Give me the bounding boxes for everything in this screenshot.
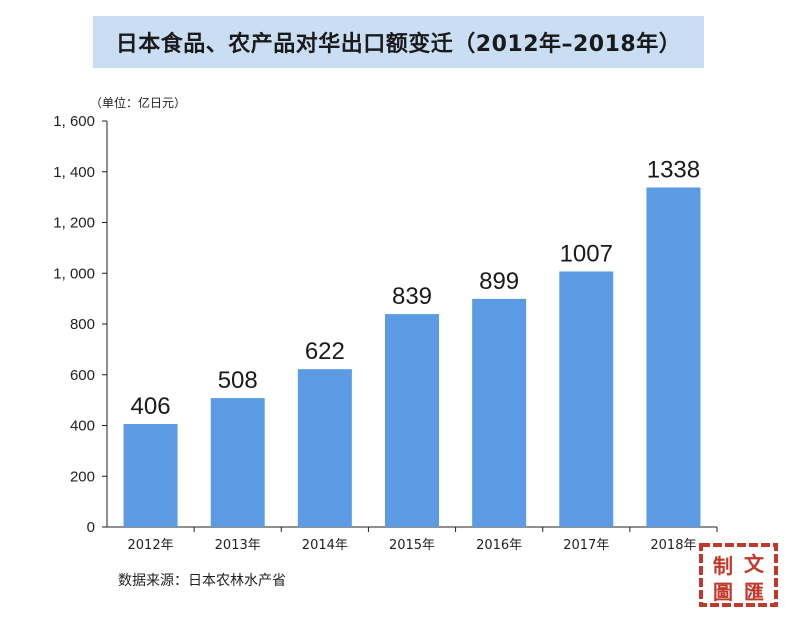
stamp-char: 文 (744, 552, 765, 576)
bar (297, 369, 352, 527)
bar (123, 423, 178, 527)
bar-value-label: 1007 (560, 240, 613, 267)
x-tick-label: 2018年 (650, 538, 696, 553)
stamp-char: 圖 (713, 580, 733, 604)
bar-value-label: 1338 (647, 156, 700, 183)
x-tick-label: 2017年 (563, 538, 609, 553)
bar-value-label: 622 (305, 338, 345, 365)
bar (646, 187, 701, 528)
y-tick-label: 200 (70, 468, 95, 485)
bar-value-label: 406 (131, 393, 171, 420)
x-tick-label: 2013年 (215, 538, 261, 553)
bar-value-label: 508 (218, 367, 258, 394)
unit-label: （单位：亿日元） (90, 96, 187, 110)
y-tick-label: 0 (87, 519, 95, 536)
y-tick-label: 800 (70, 316, 95, 333)
source-note: 数据来源：日本农林水产省 (118, 573, 286, 589)
y-tick-label: 1, 200 (53, 215, 95, 232)
stamp-char: 制 (713, 554, 733, 578)
stamp-seal: 制 文 圖 匯 (699, 543, 778, 607)
bar-value-label: 839 (392, 283, 432, 310)
y-tick-label: 600 (70, 367, 95, 384)
stamp-char: 匯 (744, 580, 764, 604)
y-tick-label: 1, 600 (53, 113, 95, 130)
bar (472, 298, 527, 527)
chart-title: 日本食品、农产品对华出口额变迁（2012年–2018年） (115, 32, 682, 57)
y-tick-label: 1, 400 (53, 164, 95, 181)
x-tick-label: 2016年 (476, 538, 522, 553)
title-band: 日本食品、农产品对华出口额变迁（2012年–2018年） (93, 16, 704, 68)
x-tick-label: 2012年 (128, 538, 174, 553)
x-tick-label: 2015年 (389, 538, 435, 553)
x-tick-label: 2014年 (302, 538, 348, 553)
y-tick-label: 400 (70, 418, 95, 435)
bar (559, 271, 614, 527)
bar (210, 398, 265, 527)
y-tick-label: 1, 000 (53, 265, 95, 282)
bar (385, 314, 439, 527)
bar-value-label: 899 (479, 268, 519, 295)
